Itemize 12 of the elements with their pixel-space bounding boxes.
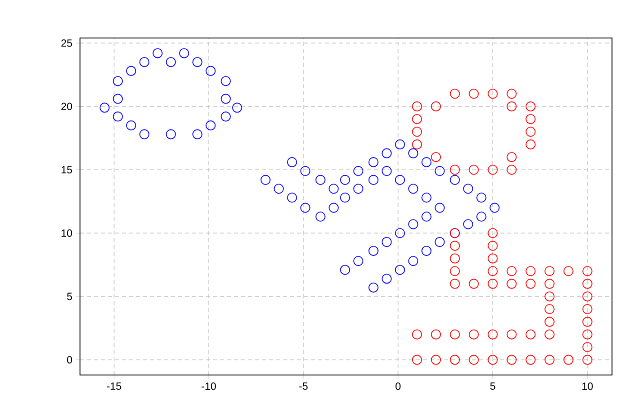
y-tick-label: 15 [62, 166, 72, 174]
x-tick-label: 0 [396, 382, 401, 390]
x-tick-label: -10 [202, 382, 216, 390]
y-tick-label: 25 [61, 39, 72, 47]
y-tick-label: 10 [62, 229, 72, 237]
x-tick-label: -15 [106, 382, 122, 390]
y-tick-label: 20 [61, 102, 72, 110]
x-tick-label: 5 [490, 382, 496, 390]
x-tick-label: -5 [299, 382, 308, 390]
y-tick-label: 0 [67, 356, 72, 364]
x-tick-label: 10 [582, 382, 593, 390]
y-tick-label: 5 [67, 292, 72, 300]
